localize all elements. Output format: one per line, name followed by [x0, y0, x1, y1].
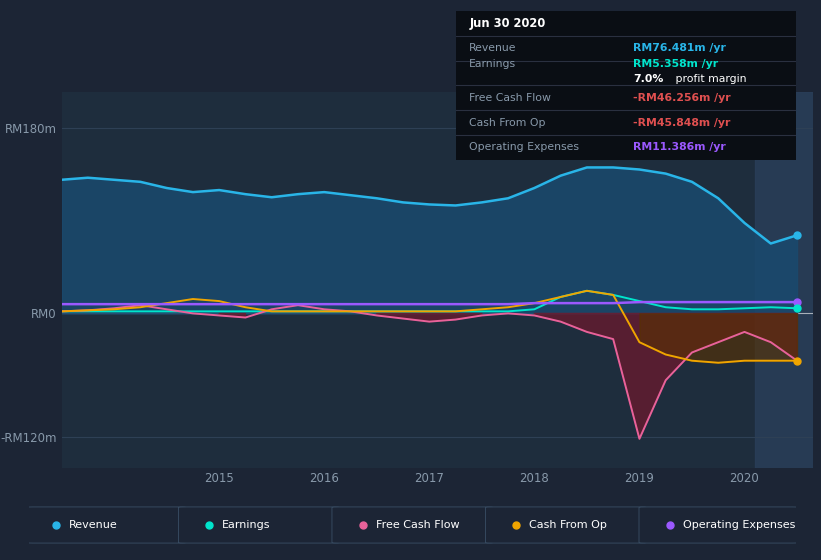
FancyBboxPatch shape	[332, 507, 493, 543]
Text: Earnings: Earnings	[222, 520, 271, 530]
FancyBboxPatch shape	[25, 507, 186, 543]
Text: Free Cash Flow: Free Cash Flow	[470, 93, 551, 103]
Text: Cash From Op: Cash From Op	[470, 118, 546, 128]
Text: RM76.481m /yr: RM76.481m /yr	[633, 43, 726, 53]
Text: Operating Expenses: Operating Expenses	[470, 142, 580, 152]
Text: Revenue: Revenue	[470, 43, 516, 53]
Bar	[755, 92, 813, 468]
Text: 7.0%: 7.0%	[633, 74, 663, 84]
Text: RM11.386m /yr: RM11.386m /yr	[633, 142, 726, 152]
Text: profit margin: profit margin	[672, 74, 746, 84]
Text: RM5.358m /yr: RM5.358m /yr	[633, 59, 718, 69]
Text: Cash From Op: Cash From Op	[530, 520, 607, 530]
FancyBboxPatch shape	[485, 507, 647, 543]
Text: Earnings: Earnings	[470, 59, 516, 69]
Text: Jun 30 2020: Jun 30 2020	[470, 17, 545, 30]
Text: Revenue: Revenue	[69, 520, 117, 530]
FancyBboxPatch shape	[178, 507, 340, 543]
Text: -RM45.848m /yr: -RM45.848m /yr	[633, 118, 730, 128]
Text: -RM46.256m /yr: -RM46.256m /yr	[633, 93, 731, 103]
Text: Free Cash Flow: Free Cash Flow	[376, 520, 459, 530]
FancyBboxPatch shape	[639, 507, 800, 543]
Text: Operating Expenses: Operating Expenses	[683, 520, 795, 530]
